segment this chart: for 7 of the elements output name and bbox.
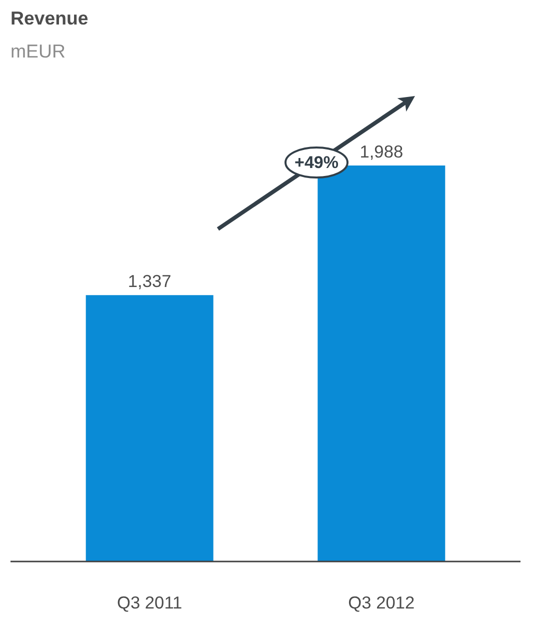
chart-subtitle: mEUR <box>10 40 66 62</box>
chart-title: Revenue <box>10 8 88 28</box>
x-tick-label: Q3 2012 <box>348 592 415 612</box>
data-label: 1,337 <box>128 271 172 292</box>
data-label: 1,988 <box>360 142 404 162</box>
x-tick-label: Q3 2011 <box>116 592 182 612</box>
annotation: +49% <box>294 153 338 172</box>
